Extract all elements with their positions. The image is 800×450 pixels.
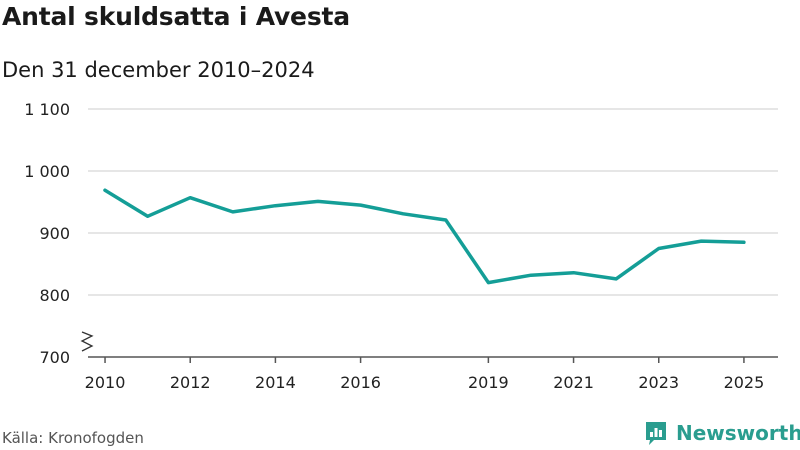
brand-logo: Newsworthy	[644, 420, 800, 446]
y-tick-label-900: 900	[39, 224, 70, 243]
y-tick-label-700: 700	[39, 348, 70, 367]
series-line-0	[103, 188, 746, 285]
chart-subtitle: Den 31 december 2010–2024	[2, 58, 315, 82]
brand-name: Newsworthy	[676, 421, 800, 445]
line-chart: 700 800 900 1 000 1 100 2010 2012 2014 2016 2019 2…	[24, 100, 778, 392]
x-tick-label-2014: 2014	[255, 373, 296, 392]
y-tick-label-1000: 1 000	[24, 162, 70, 181]
x-tick-label-2016: 2016	[340, 373, 381, 392]
source-label: Källa: Kronofogden	[2, 429, 144, 447]
x-tick-label-2012: 2012	[170, 373, 211, 392]
x-tick-label-2025: 2025	[724, 373, 765, 392]
y-tick-label-800: 800	[39, 286, 70, 305]
y-tick-label-1100: 1 100	[24, 100, 70, 119]
x-tick-label-2019: 2019	[468, 373, 509, 392]
x-tick-label-2010: 2010	[85, 373, 126, 392]
chart-title: Antal skuldsatta i Avesta	[2, 2, 350, 31]
axis-break-icon	[80, 331, 94, 352]
newsworthy-logo-icon	[646, 422, 666, 445]
x-tick-label-2023: 2023	[638, 373, 679, 392]
x-tick-label-2021: 2021	[553, 373, 594, 392]
